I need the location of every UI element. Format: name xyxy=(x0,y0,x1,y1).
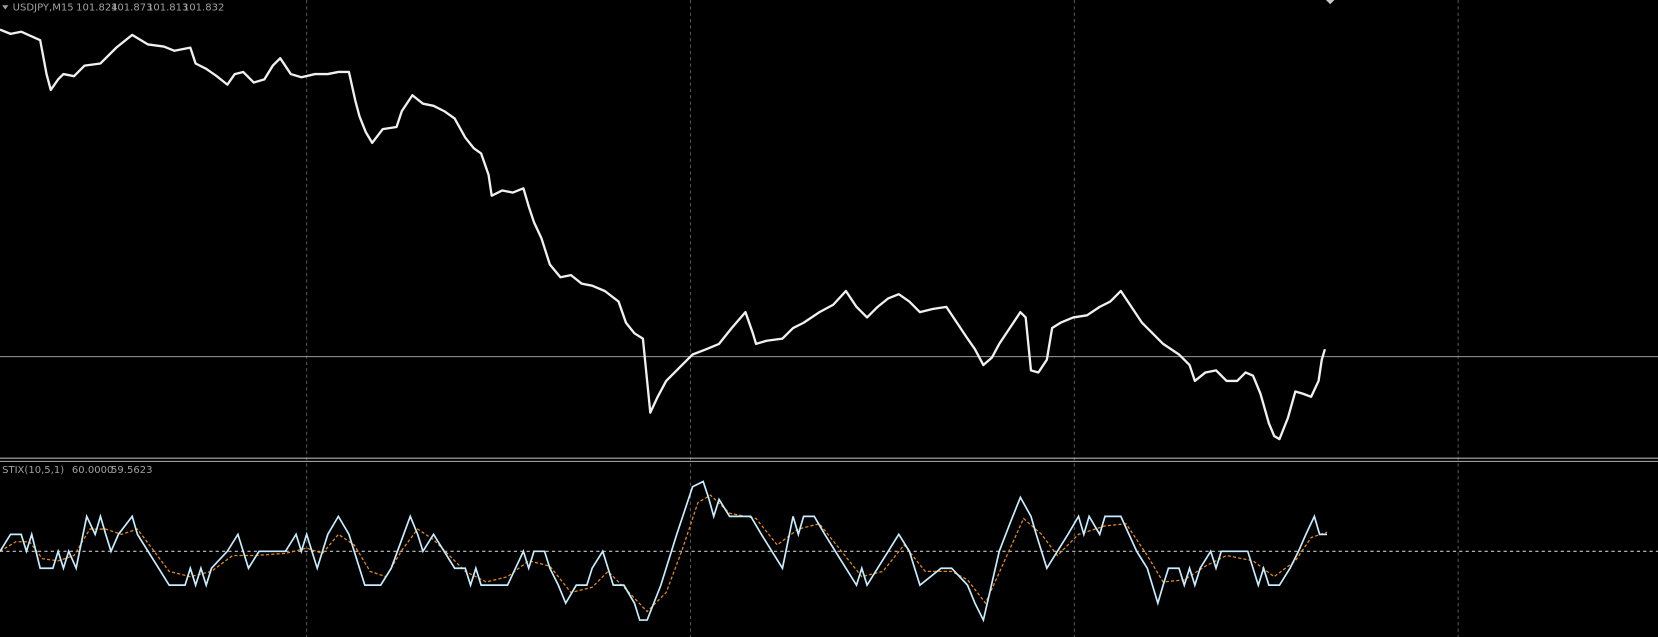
ohlc-value: 101.813 xyxy=(147,2,188,13)
collapse-arrow[interactable] xyxy=(2,5,9,10)
grid xyxy=(306,0,1459,637)
symbol: USDJPY,M15 xyxy=(13,2,74,13)
indicator-name: STIX(10,5,1) xyxy=(2,465,64,476)
shift-marker[interactable] xyxy=(1325,0,1335,5)
ohlc-value: 101.824 xyxy=(76,2,117,13)
ohlc-value: 101.873 xyxy=(111,2,152,13)
ohlc-value: 101.832 xyxy=(183,2,224,13)
indicator-main xyxy=(0,480,1328,623)
indicator-value: 60.0000 xyxy=(72,465,113,476)
indicator-value: 59.5623 xyxy=(111,465,152,476)
price-series xyxy=(0,28,1327,441)
